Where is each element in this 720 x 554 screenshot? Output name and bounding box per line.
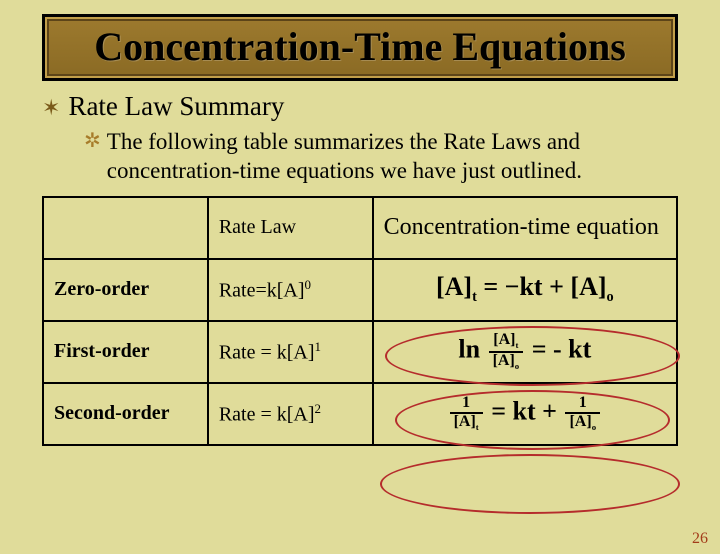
equation-second-order: 1 [A]t = kt + 1 [A]o [373,383,677,445]
rate-prefix: Rate = k[A] [219,341,315,363]
order-label: First-order [43,321,208,383]
eq-sub: t [476,422,479,432]
content-area: ✶ Rate Law Summary ✲ The following table… [0,81,720,186]
equation-zero-order: [A]t = −kt + [A]o [373,259,677,321]
bullet2-text: The following table summarizes the Rate … [107,128,678,186]
bullet2-marker: ✲ [84,128,101,186]
eq-text: [A] [570,272,606,301]
eq-text: [A] [493,352,515,369]
table-row: Zero-order Rate=k[A]0 [A]t = −kt + [A]o [43,259,677,321]
rate-law-cell: Rate = k[A]2 [208,383,373,445]
rate-law-table: Rate Law Concentration-time equation Zer… [42,196,678,446]
table-row: First-order Rate = k[A]1 ln [A]t [A]o = … [43,321,677,383]
eq-sub: o [592,422,596,432]
table-row: Second-order Rate = k[A]2 1 [A]t = kt + … [43,383,677,445]
slide-number: 26 [692,530,708,548]
eq-text: = kt + [491,396,563,425]
table-header-row: Rate Law Concentration-time equation [43,197,677,259]
bullet1-text: Rate Law Summary [68,91,284,122]
eq-text: = −kt + [477,272,571,301]
highlight-oval [380,454,680,514]
rate-law-cell: Rate=k[A]0 [208,259,373,321]
eq-sub: t [516,340,519,350]
header-conc-time: Concentration-time equation [373,197,677,259]
eq-text: 1 [565,395,600,414]
eq-text: [A] [569,413,591,430]
header-blank [43,197,208,259]
eq-text: [A] [493,331,515,348]
order-label: Second-order [43,383,208,445]
eq-text: ln [458,334,480,363]
eq-text: 1 [450,395,483,414]
bullet1-marker: ✶ [42,97,60,119]
equation-first-order: ln [A]t [A]o = - kt [373,321,677,383]
fraction: 1 [A]t [450,395,483,432]
eq-text: [A] [436,272,472,301]
rate-law-cell: Rate = k[A]1 [208,321,373,383]
eq-text: = - kt [532,334,592,363]
fraction: [A]t [A]o [489,332,524,371]
title-box: Concentration-Time Equations [42,14,678,81]
eq-sub: o [515,361,519,371]
rate-exponent: 2 [315,401,322,416]
rate-prefix: Rate = k[A] [219,403,315,425]
rate-prefix: Rate=k[A] [219,279,305,301]
rate-exponent: 1 [315,339,322,354]
rate-exponent: 0 [305,277,312,292]
fraction: 1 [A]o [565,395,600,432]
bullet-level-2: ✲ The following table summarizes the Rat… [84,128,678,186]
header-rate-law: Rate Law [208,197,373,259]
slide-title: Concentration-Time Equations [59,23,661,70]
rate-law-table-container: Rate Law Concentration-time equation Zer… [42,196,678,446]
eq-text: [A] [454,413,476,430]
order-label: Zero-order [43,259,208,321]
bullet-level-1: ✶ Rate Law Summary [42,91,678,122]
eq-sub: o [607,290,614,306]
